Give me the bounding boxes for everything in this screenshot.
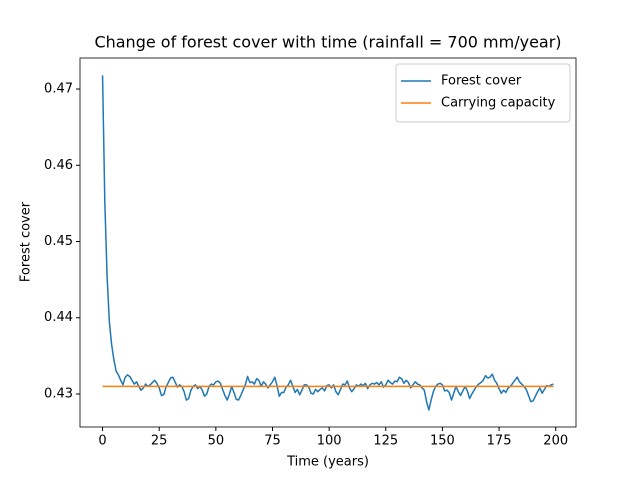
y-axis-label: Forest cover xyxy=(19,201,34,282)
x-tick-label: 0 xyxy=(98,434,106,449)
chart-title: Change of forest cover with time (rainfa… xyxy=(94,33,561,52)
x-tick-label: 75 xyxy=(264,434,281,449)
y-tick-label: 0.44 xyxy=(44,310,73,325)
x-tick-label: 50 xyxy=(208,434,225,449)
x-tick-label: 25 xyxy=(151,434,168,449)
legend-box xyxy=(395,63,571,123)
legend-label: Carrying capacity xyxy=(441,96,556,111)
y-tick-label: 0.46 xyxy=(44,158,73,173)
plot-frame xyxy=(79,57,577,428)
legend-label: Forest cover xyxy=(441,74,522,89)
y-tick-label: 0.47 xyxy=(44,82,73,97)
x-tick-label: 175 xyxy=(487,434,512,449)
x-tick-label: 150 xyxy=(430,434,455,449)
y-tick-label: 0.43 xyxy=(44,386,73,401)
x-tick-label: 125 xyxy=(373,434,398,449)
x-tick-label: 100 xyxy=(317,434,342,449)
x-tick-label: 200 xyxy=(543,434,568,449)
y-tick-label: 0.45 xyxy=(44,234,73,249)
x-axis-label: Time (years) xyxy=(286,455,369,470)
